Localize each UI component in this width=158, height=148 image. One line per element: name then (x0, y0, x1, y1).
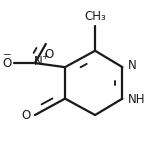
Text: O: O (44, 48, 53, 61)
Text: +: + (42, 52, 49, 61)
Text: N: N (128, 59, 137, 72)
Text: N: N (34, 54, 43, 67)
Text: CH₃: CH₃ (84, 10, 106, 23)
Text: O: O (2, 57, 12, 70)
Text: NH: NH (128, 94, 145, 106)
Text: O: O (22, 108, 31, 122)
Text: −: − (3, 50, 11, 60)
